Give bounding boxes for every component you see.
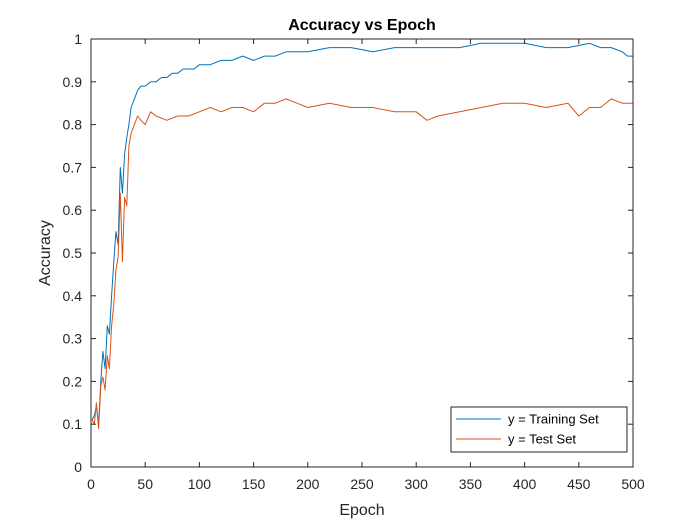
y-tick-label: 0.5	[63, 245, 83, 261]
x-tick-label: 100	[188, 476, 212, 492]
legend-label-training: y = Training Set	[508, 412, 599, 427]
test-set-line	[91, 98, 633, 429]
training-set-line	[91, 42, 633, 425]
y-axis-label: Accuracy	[37, 220, 54, 286]
x-tick-label: 150	[242, 476, 266, 492]
y-tick-label: 0.3	[63, 331, 83, 347]
x-tick-label: 200	[296, 476, 320, 492]
x-tick-label: 450	[567, 476, 591, 492]
chart-title: Accuracy vs Epoch	[288, 17, 436, 34]
plot-area	[91, 39, 633, 467]
legend: y = Training Set y = Test Set	[450, 406, 628, 453]
legend-box	[450, 406, 628, 453]
y-tick-label: 0.9	[63, 74, 83, 90]
x-tick-label: 300	[405, 476, 429, 492]
y-tick-label: 0.1	[63, 416, 83, 432]
y-tick-label: 0.6	[63, 202, 83, 218]
y-tick-label: 0.4	[63, 288, 83, 304]
y-tick-label: 0.8	[63, 117, 83, 133]
x-tick-label: 500	[621, 476, 645, 492]
x-tick-label: 250	[350, 476, 374, 492]
x-tick-label: 0	[87, 476, 95, 492]
series-layer	[91, 42, 633, 429]
y-tick-label: 0	[74, 459, 82, 475]
y-tick-label: 1	[74, 31, 82, 47]
y-tick-label: 0.2	[63, 373, 83, 389]
x-axis-label: Epoch	[339, 502, 384, 519]
x-tick-label: 400	[513, 476, 537, 492]
x-tick-label: 50	[137, 476, 153, 492]
y-tick-label: 0.7	[63, 159, 83, 175]
x-tick-label: 350	[459, 476, 483, 492]
axes-layer: 0 50 100 150 200 250 300 350 400 450 500 0 0.1 0.2 0.3…	[63, 31, 645, 492]
legend-label-test: y = Test Set	[508, 432, 576, 447]
